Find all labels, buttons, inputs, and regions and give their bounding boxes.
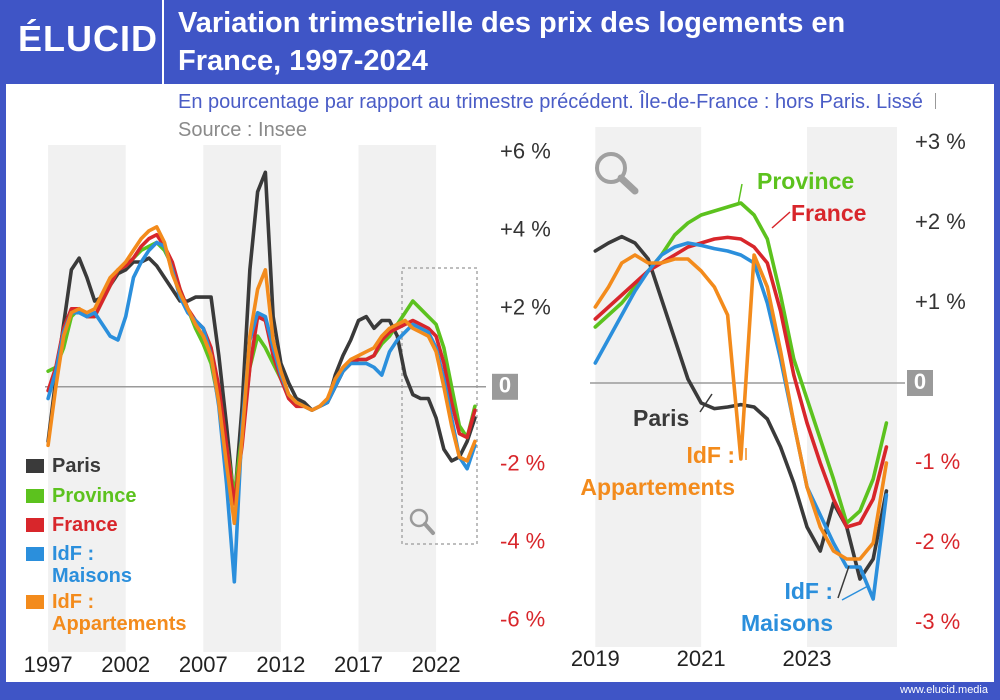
- legend-swatch: [26, 595, 44, 609]
- legend-swatch: [26, 547, 44, 561]
- y-tick-label: +2 %: [500, 295, 551, 320]
- subtitle-block: En pourcentage par rapport au trimestre …: [178, 88, 968, 144]
- legend-label: IdF : Appartements: [52, 591, 186, 635]
- series-line: [46, 170, 477, 506]
- series-line: [46, 240, 477, 584]
- series-line: [593, 253, 889, 561]
- series-annotation: Province: [757, 165, 854, 197]
- y-tick-label: +2 %: [915, 209, 966, 234]
- zoom-box: [401, 267, 478, 545]
- annotation-text: France: [791, 200, 867, 226]
- footer: www.elucid.media: [899, 684, 988, 696]
- annotation-text: Province: [757, 168, 855, 194]
- legend-swatch: [26, 518, 44, 532]
- magnifier-large: [595, 152, 639, 195]
- legend-label: Province: [52, 485, 136, 507]
- y-tick-label: 0: [914, 369, 926, 394]
- bands: [48, 127, 897, 652]
- annotation-text: IdF : Maisons: [740, 578, 834, 636]
- y-tick-label: -2 %: [500, 451, 545, 476]
- footer-bar: [0, 682, 1000, 700]
- x-tick-label: 2021: [677, 646, 726, 671]
- y-tick-label: +3 %: [915, 129, 966, 154]
- leader-lines: [699, 183, 869, 601]
- legend-text: IdF : Appartements: [52, 591, 187, 635]
- x-tick-label: 1997: [24, 652, 73, 677]
- source: Source : Insee: [178, 119, 307, 141]
- legend-swatch: [26, 489, 44, 503]
- y-tick-label: +6 %: [500, 139, 551, 164]
- series-annotation: Paris: [633, 402, 689, 434]
- series-line: [593, 241, 889, 601]
- band: [595, 127, 702, 647]
- y-tick-label: -3 %: [915, 609, 960, 634]
- legend-text: France: [52, 514, 118, 536]
- series-line: [46, 225, 477, 526]
- annotation-text: Paris: [633, 405, 690, 431]
- x-tick-label: 2017: [334, 652, 383, 677]
- zero-box: [907, 370, 933, 396]
- x-tick-label: 2023: [783, 646, 832, 671]
- y-tick-label: -6 %: [500, 607, 545, 632]
- header-bar: [0, 0, 1000, 84]
- x-tick-label: 2022: [412, 652, 461, 677]
- x-tick-label: 2002: [101, 652, 150, 677]
- y-tick-label: -1 %: [915, 449, 960, 474]
- legend-label: IdF : Maisons: [52, 543, 132, 587]
- series-annotation: IdF : Maisons: [741, 575, 833, 639]
- legend-swatch: [26, 459, 44, 473]
- y-tick-label: -4 %: [500, 529, 545, 554]
- series-annotation: IdF : Appartements: [580, 439, 735, 503]
- subtitle: En pourcentage par rapport au trimestre …: [178, 91, 923, 113]
- separator: [934, 93, 936, 109]
- y-tick-label: -2 %: [915, 529, 960, 554]
- band: [48, 145, 126, 652]
- legend-text: Province: [52, 485, 137, 507]
- y-tick-label: 0: [499, 373, 511, 398]
- legend-text: Paris: [52, 455, 101, 477]
- y-tick-label: +4 %: [500, 217, 551, 242]
- chart-title: Variation trimestrielle des prix des log…: [178, 7, 846, 77]
- plots: +6 % +4 % +2 % 0 -2 % -4 % -6 % 1997 2002 2007 201…: [24, 129, 966, 677]
- logo: ÉLUCID: [18, 18, 158, 59]
- x-tick-label: 2019: [571, 646, 620, 671]
- y-tick-label: +1 %: [915, 289, 966, 314]
- annotation-text: IdF : Appartements: [580, 442, 736, 500]
- zero-box: [492, 373, 518, 400]
- x-tick-label: 2012: [256, 652, 305, 677]
- legend-label: France: [52, 514, 118, 536]
- legend-label: Paris: [52, 455, 101, 477]
- legend-text: IdF : Maisons: [52, 543, 133, 587]
- magnifier-small: [409, 508, 435, 535]
- x-tick-label: 2007: [179, 652, 228, 677]
- series-annotation: France: [791, 197, 866, 229]
